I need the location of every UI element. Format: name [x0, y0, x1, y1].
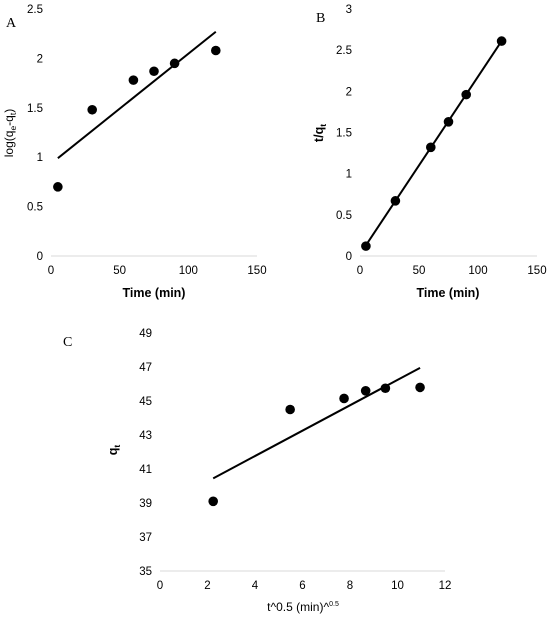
y-tick-label: 1 — [346, 169, 352, 181]
x-tick-label: 10 — [391, 580, 404, 592]
data-points-b — [361, 36, 507, 251]
x-tick-label: 100 — [468, 265, 487, 277]
panel-label-b: B — [316, 11, 325, 26]
data-point-b — [496, 36, 507, 46]
y-tick-label: 1.5 — [27, 103, 43, 115]
x-axis-label-a: Time (min) — [123, 286, 186, 300]
data-point-b — [443, 116, 454, 127]
data-point-b — [361, 241, 371, 251]
data-point-a — [169, 58, 180, 69]
x-tick-label: 150 — [527, 265, 546, 277]
y-tick-label: 0 — [37, 251, 43, 263]
y-tick-label: 43 — [139, 430, 152, 442]
y-tick-label: 0.5 — [27, 202, 43, 214]
data-points-c — [208, 382, 425, 507]
x-tick-label: 4 — [252, 580, 259, 592]
data-point-b — [426, 142, 436, 153]
y-tick-label: 0 — [346, 251, 352, 263]
panel-label-c: C — [63, 335, 72, 350]
data-point-a — [149, 66, 159, 77]
y-axis-label-c: qt — [106, 445, 122, 456]
y-tick-label: 39 — [139, 498, 152, 510]
x-tick-label: 100 — [179, 265, 198, 277]
data-point-b — [461, 89, 472, 100]
x-tick-label: 8 — [347, 580, 353, 592]
data-point-c — [380, 383, 391, 394]
y-tick-label: 2 — [346, 86, 352, 98]
y-tick-label: 41 — [139, 464, 152, 476]
y-tick-label: 47 — [139, 362, 152, 374]
x-tick-label: 50 — [413, 265, 426, 277]
trendline-b — [365, 40, 503, 246]
y-tick-labels-a: 0 0.5 1 1.5 2 2.5 — [27, 4, 43, 263]
data-point-a — [128, 75, 139, 85]
x-tick-label: 0 — [48, 265, 54, 277]
y-tick-label: 2.5 — [27, 4, 43, 16]
y-tick-label: 1 — [37, 152, 43, 164]
data-point-c — [339, 393, 349, 404]
x-tick-label: 12 — [439, 580, 452, 592]
x-tick-label: 2 — [204, 580, 210, 592]
y-axis-label-b: t/qt — [312, 124, 328, 142]
data-point-a — [87, 104, 97, 115]
data-point-b — [390, 196, 401, 206]
y-tick-label: 2.5 — [336, 45, 352, 57]
data-point-c — [415, 382, 425, 393]
x-tick-label: 0 — [157, 580, 163, 592]
data-point-a — [53, 182, 63, 192]
panel-label-a: A — [6, 16, 17, 31]
x-tick-label: 0 — [357, 265, 363, 277]
data-point-a — [211, 45, 221, 56]
data-point-c — [360, 386, 371, 396]
x-axis-label-b: Time (min) — [417, 286, 480, 300]
y-tick-labels-b: 0 0.5 1 1.5 2 2.5 3 — [336, 4, 352, 263]
trendline-c — [212, 366, 421, 480]
y-tick-label: 45 — [139, 396, 152, 408]
y-tick-label: 3 — [346, 4, 352, 16]
y-axis-label-a: log(qe-qt) — [2, 109, 18, 157]
y-tick-label: 35 — [139, 566, 152, 578]
y-tick-label: 37 — [139, 532, 152, 544]
y-tick-label: 49 — [139, 328, 152, 340]
x-tick-labels-b: 0 50 100 150 — [357, 265, 547, 277]
chart-panel-b: B 0 50 100 150 0 0.5 1 1.5 2 2.5 3 Time (min) t/q… — [312, 4, 547, 300]
data-points-a — [53, 45, 221, 192]
trendline-a — [57, 30, 217, 159]
x-tick-labels-c: 0 2 4 6 8 10 12 — [157, 580, 452, 592]
y-tick-label: 1.5 — [336, 128, 352, 140]
y-tick-label: 0.5 — [336, 210, 352, 222]
chart-panel-a: A 0 50 100 150 0 0.5 1 1.5 2 2.5 Time (min) log(… — [2, 4, 267, 300]
chart-panel-c: C 0 2 4 6 8 10 12 35 37 39 41 43 45 47 49 t^0.5 (min)… — [63, 328, 451, 614]
x-axis-label-c: t^0.5 (min)^0.5 — [267, 600, 339, 614]
y-tick-labels-c: 35 37 39 41 43 45 47 49 — [139, 328, 152, 578]
x-tick-label: 150 — [247, 265, 266, 277]
x-tick-label: 50 — [113, 265, 126, 277]
data-point-c — [285, 404, 295, 415]
x-tick-label: 6 — [299, 580, 305, 592]
x-tick-labels-a: 0 50 100 150 — [48, 265, 267, 277]
data-point-c — [208, 496, 218, 507]
y-tick-label: 2 — [37, 53, 43, 65]
